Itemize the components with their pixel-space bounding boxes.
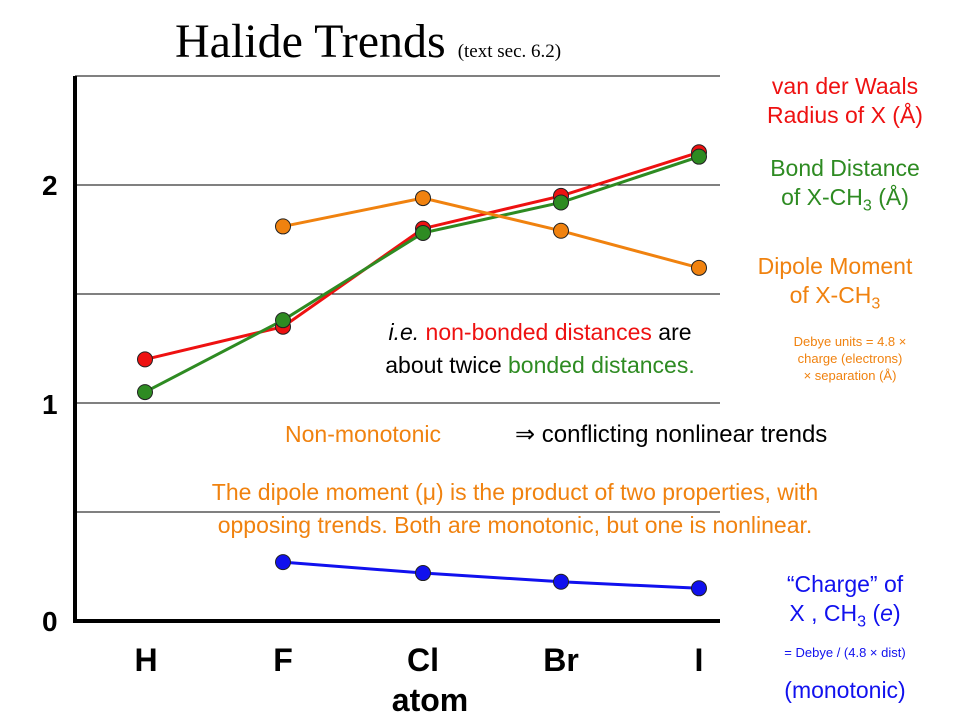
- y-tick-label: 2: [42, 170, 58, 201]
- data-point: [553, 573, 569, 590]
- x-tick-label: Br: [543, 642, 579, 678]
- annotation-dipole-product: The dipole moment (μ) is the product of …: [211, 479, 819, 539]
- data-point: [137, 351, 153, 368]
- title-main: Halide Trends: [175, 15, 446, 68]
- data-point: [275, 554, 291, 571]
- title-subtitle: (text sec. 6.2): [457, 41, 562, 62]
- data-point: [553, 222, 569, 239]
- data-point: [415, 565, 431, 582]
- legend-charge: “Charge” of X , CH3 (e): [786, 571, 904, 631]
- data-point: [275, 218, 291, 235]
- y-tick-label: 1: [42, 389, 58, 420]
- page-title: Halide Trends (text sec. 6.2): [175, 18, 561, 66]
- debye-units-note: Debye units = 4.8 × charge (electrons) ×…: [793, 334, 907, 383]
- data-point: [691, 148, 707, 165]
- data-point: [415, 190, 431, 207]
- data-point: [415, 224, 431, 241]
- x-axis-label: atom: [391, 682, 469, 718]
- annotation-nonmonotonic: Non-monotonic: [285, 421, 441, 447]
- x-tick-label: Cl: [407, 642, 439, 678]
- data-point: [553, 194, 569, 211]
- data-point: [691, 580, 707, 597]
- legend-dipole-moment: Dipole Moment of X-CH3: [757, 253, 913, 313]
- charge-monotonic-note: (monotonic): [784, 677, 906, 703]
- series-line: [282, 196, 700, 270]
- charge-formula: = Debye / (4.8 × dist): [784, 645, 906, 660]
- legend-bond-distance: Bond Distance of X-CH3 (Å): [770, 155, 920, 215]
- data-point: [691, 259, 707, 276]
- x-tick-label: F: [273, 642, 293, 678]
- x-tick-label: I: [694, 642, 704, 678]
- y-tick-label: 0: [42, 606, 58, 637]
- annotation-conflicting: ⇒ conflicting nonlinear trends: [515, 421, 828, 448]
- implies-arrow-icon: ⇒: [515, 421, 536, 448]
- legend-vdw-radius: van der Waals Radius of X (Å): [767, 73, 923, 128]
- data-point: [137, 384, 153, 401]
- series-line: [282, 560, 700, 590]
- x-tick-label: H: [134, 642, 158, 678]
- data-point: [275, 312, 291, 329]
- annotation-distances: i.e. non-bonded distances are about twic…: [385, 319, 695, 379]
